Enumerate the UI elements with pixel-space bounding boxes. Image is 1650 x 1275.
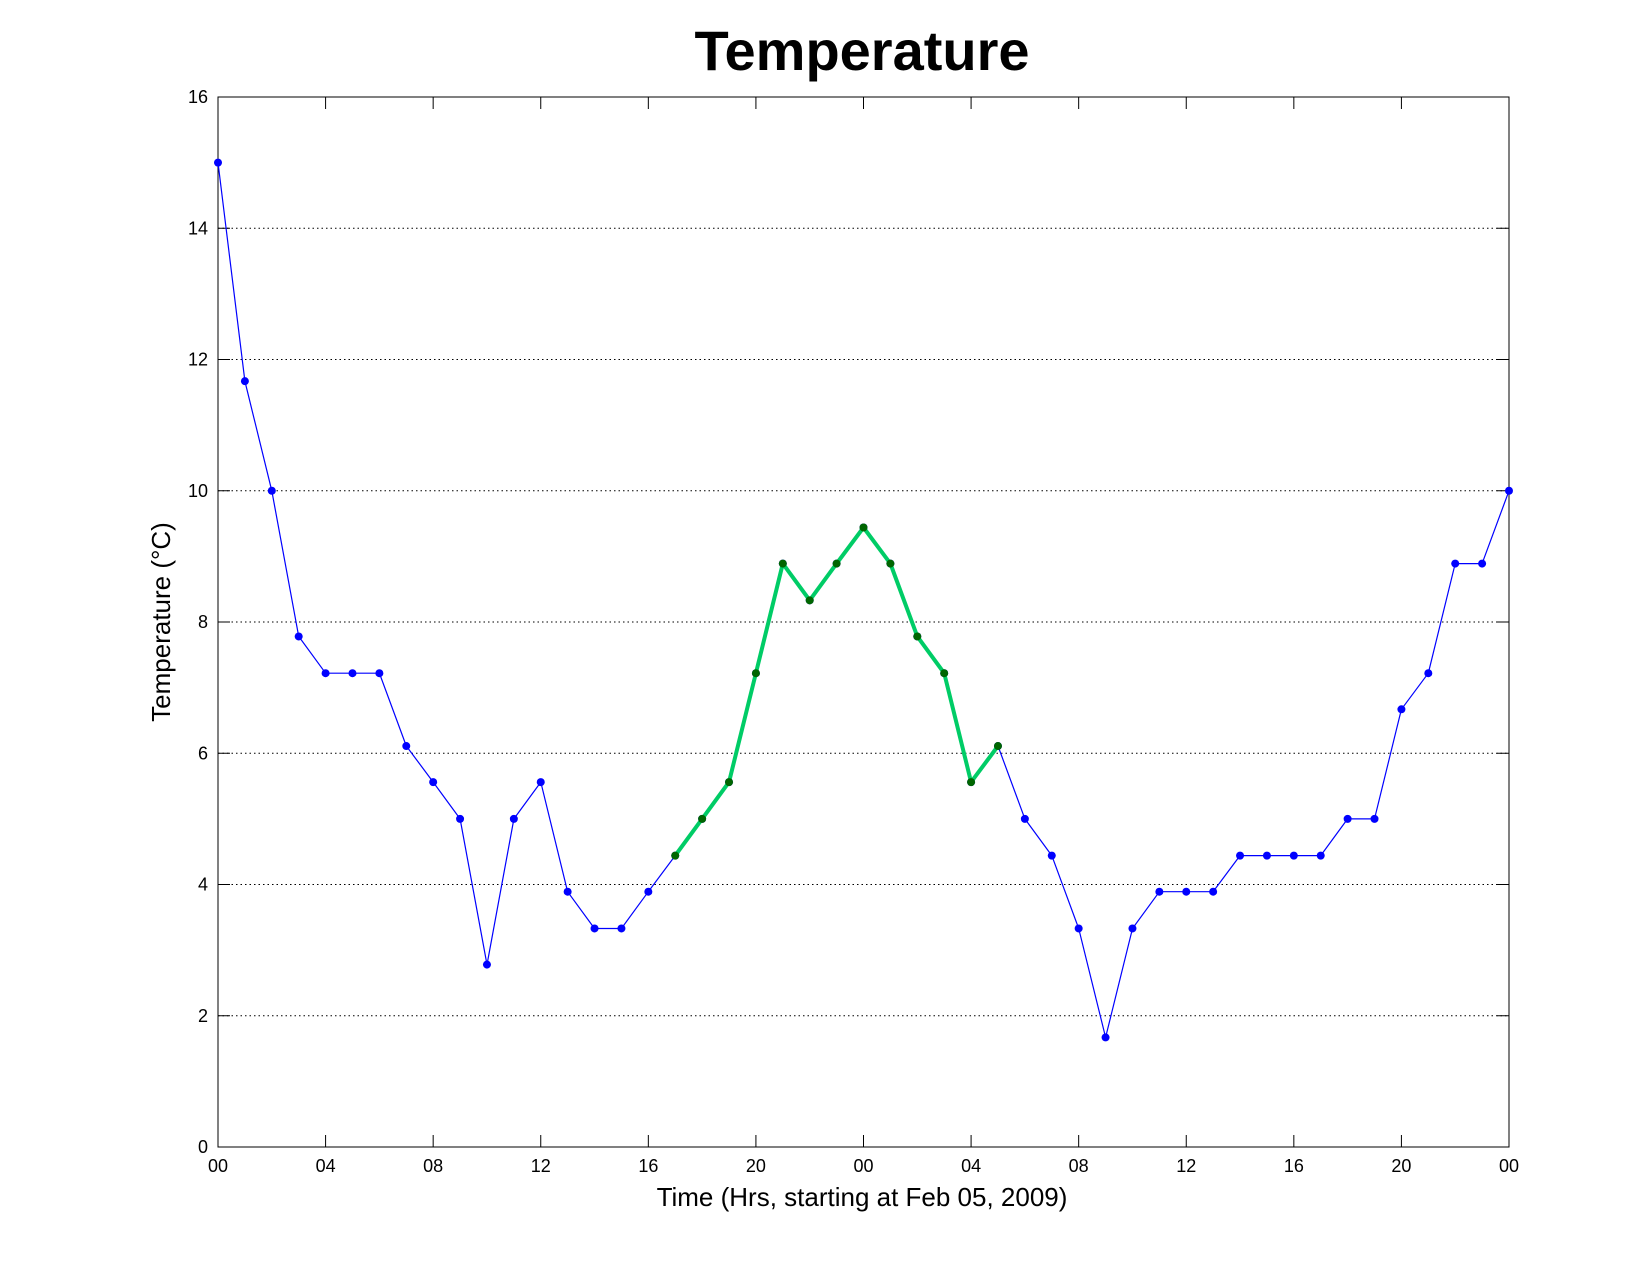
temperature-data-point [1289,851,1298,860]
x-tick-label: 16 [638,1156,658,1176]
x-tick-label: 08 [423,1156,443,1176]
x-tick-label: 00 [208,1156,228,1176]
series-layer [214,158,1513,1042]
temperature-data-point [214,158,222,167]
temperature-data-point [1451,559,1460,568]
tick-layer: 0 2 4 6 8 10 12 14 16 00 04 08 12 16 20 00 04 08 12 16 20 00 [188,87,1519,1176]
temperature-data-point [1316,851,1325,860]
temperature-data-point [509,814,518,823]
y-tick-label: 16 [188,87,208,107]
x-axis-label: Time (Hrs, starting at Feb 05, 2009) [657,1182,1068,1212]
temperature-data-point [1397,705,1406,714]
temperature-data-point [1343,814,1352,823]
temperature-data-point [536,778,545,787]
temperature-data-point [1424,669,1433,678]
x-tick-label: 00 [1499,1156,1519,1176]
temperature-data-point [321,669,330,678]
highlight-data-point [778,559,787,568]
temperature-data-point [1155,887,1164,896]
y-tick-label: 2 [198,1006,208,1026]
grid-layer [218,227,1509,1017]
temperature-data-point [1262,851,1271,860]
highlight-data-point [993,742,1002,751]
x-tick-label: 12 [1176,1156,1196,1176]
highlight-data-point [751,669,760,678]
temperature-data-point [375,669,384,678]
temperature-data-point [429,778,438,787]
temperature-data-point [563,887,572,896]
temperature-data-point [456,814,465,823]
temperature-data-point [1047,851,1056,860]
temperature-data-point [402,742,411,751]
x-tick-label: 00 [853,1156,873,1176]
y-tick-label: 4 [198,875,208,895]
x-tick-label: 08 [1069,1156,1089,1176]
highlight-data-point [940,669,949,678]
temperature-data-point [1074,924,1083,933]
temperature-data-point [1370,814,1379,823]
highlight-data-point [671,851,680,860]
chart-title: Temperature [694,19,1029,82]
highlight-data-point [967,778,976,787]
highlight-data-point [913,632,922,641]
temperature-data-point [348,669,357,678]
temperature-data-point [1505,486,1513,495]
highlight-data-point [859,523,868,532]
temperature-data-point [1236,851,1245,860]
x-tick-label: 20 [1391,1156,1411,1176]
y-tick-label: 12 [188,350,208,370]
temperature-data-point [590,924,599,933]
temperature-data-point [617,924,626,933]
y-tick-label: 10 [188,481,208,501]
temperature-data-point [294,632,303,641]
temperature-data-point [482,960,491,969]
temperature-data-point [267,486,276,495]
highlight-data-point [698,814,707,823]
temperature-data-point [240,377,249,386]
temperature-data-point [1182,887,1191,896]
y-tick-label: 0 [198,1137,208,1157]
temperature-data-point [1209,887,1218,896]
x-tick-label: 04 [316,1156,336,1176]
x-tick-label: 12 [531,1156,551,1176]
highlight-data-point [832,559,841,568]
highlight-data-point [805,596,814,605]
y-tick-label: 8 [198,612,208,632]
temperature-data-point [1478,559,1487,568]
x-tick-label: 16 [1284,1156,1304,1176]
x-tick-label: 20 [746,1156,766,1176]
temperature-data-point [1020,814,1029,823]
y-tick-label: 14 [188,218,208,238]
highlight-data-point [886,559,895,568]
temperature-data-point [644,887,653,896]
y-tick-label: 6 [198,743,208,763]
temperature-data-point [1128,924,1137,933]
y-axis-label: Temperature (°C) [146,522,176,722]
temperature-data-point [1101,1033,1110,1042]
x-tick-label: 04 [961,1156,981,1176]
highlight-data-point [725,778,734,787]
